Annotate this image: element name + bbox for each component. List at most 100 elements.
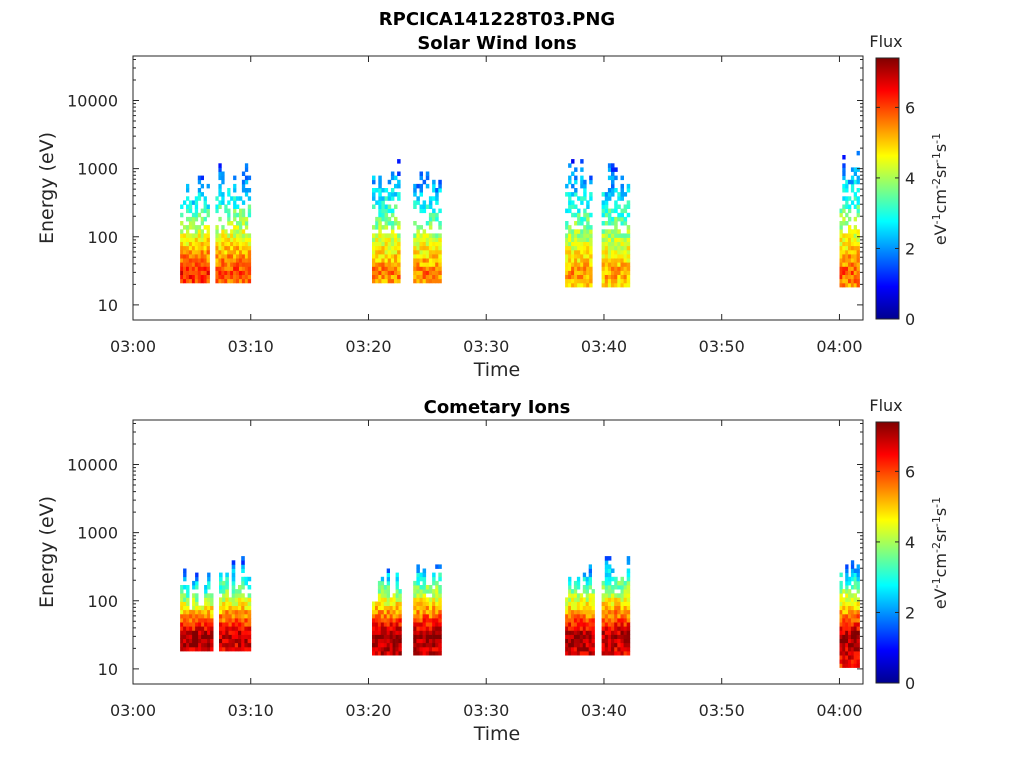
spectrogram-cell bbox=[620, 605, 624, 611]
spectrogram-cell bbox=[186, 266, 190, 271]
spectrogram-cell bbox=[573, 585, 578, 590]
spectrogram-cell bbox=[839, 593, 843, 598]
spectrogram-cell bbox=[604, 282, 609, 288]
spectrogram-cell bbox=[227, 249, 231, 255]
spectrogram-cell bbox=[221, 274, 225, 280]
spectrogram-cell bbox=[238, 585, 242, 590]
spectrogram-cell bbox=[233, 270, 237, 275]
spectrogram-cell bbox=[241, 274, 246, 280]
spectrogram-cell bbox=[848, 274, 852, 280]
panel-solar-wind-ions: Solar Wind Ions 03:00 03:10 03:20 03:30 03:4… bbox=[36, 32, 950, 381]
spectrogram-cell bbox=[626, 560, 631, 565]
spectrogram-cell bbox=[589, 233, 593, 238]
spectrogram-cell bbox=[580, 229, 584, 234]
spectrogram-cell bbox=[392, 609, 396, 615]
spectrogram-cell bbox=[425, 642, 430, 648]
spectrogram-cell bbox=[416, 196, 420, 201]
spectrogram-cell bbox=[398, 651, 402, 656]
spectrogram-cell bbox=[432, 651, 436, 656]
spectrogram-cell bbox=[389, 601, 393, 606]
spectrogram-cell bbox=[580, 196, 584, 201]
spectrogram-cell bbox=[438, 626, 442, 631]
spectrogram-cell bbox=[585, 593, 589, 598]
spectrogram-cell bbox=[582, 642, 587, 648]
spectrogram-cell bbox=[623, 221, 628, 226]
spectrogram-cell bbox=[186, 626, 190, 631]
spectrogram-cell bbox=[571, 634, 575, 639]
spectrogram-cell bbox=[194, 241, 199, 247]
spectrogram-cell bbox=[577, 229, 581, 234]
spectrogram-cell bbox=[845, 601, 849, 606]
spectrogram-cell bbox=[247, 254, 252, 259]
spectrogram-cell bbox=[614, 609, 618, 615]
spectrogram-cell bbox=[432, 212, 436, 218]
spectrogram-cell bbox=[588, 613, 592, 619]
spectrogram-cell bbox=[850, 659, 855, 664]
spectrogram-cell bbox=[186, 258, 190, 263]
spectrogram-cell bbox=[620, 241, 624, 247]
spectrogram-cell bbox=[853, 262, 857, 267]
spectrogram-cell bbox=[422, 638, 427, 644]
spectrogram-cell bbox=[180, 593, 184, 598]
spectrogram-cell bbox=[241, 564, 245, 569]
spectrogram-cell bbox=[372, 175, 376, 181]
spectrogram-cell bbox=[195, 593, 199, 598]
x-tick-label: 03:20 bbox=[345, 701, 391, 720]
spectrogram-cell bbox=[620, 601, 624, 606]
spectrogram-cell bbox=[392, 638, 396, 644]
spectrogram-cell bbox=[189, 638, 193, 644]
spectrogram-cell bbox=[617, 204, 621, 209]
spectrogram-cell bbox=[586, 204, 590, 209]
spectrogram-cell bbox=[394, 266, 398, 271]
y-tick-label: 10 bbox=[98, 296, 118, 315]
spectrogram-cell bbox=[617, 646, 621, 652]
spectrogram-cell bbox=[207, 605, 211, 611]
spectrogram-cell bbox=[842, 597, 846, 602]
spectrogram-cell bbox=[392, 613, 396, 619]
spectrogram-cell bbox=[576, 593, 581, 598]
spectrogram-cell bbox=[428, 216, 433, 222]
spectrogram-cell bbox=[607, 626, 612, 631]
spectrogram-cell bbox=[435, 274, 439, 280]
spectrogram-cell bbox=[422, 249, 427, 255]
spectrogram-cell bbox=[435, 200, 439, 205]
spectrogram-cell bbox=[601, 634, 606, 639]
spectrogram-cell bbox=[227, 216, 231, 222]
spectrogram-cell bbox=[422, 258, 427, 263]
spectrogram-cell bbox=[617, 258, 621, 263]
spectrogram-cell bbox=[571, 258, 575, 263]
spectrogram-cell bbox=[194, 274, 199, 280]
spectrogram-cell bbox=[626, 568, 631, 573]
spectrogram-cell bbox=[233, 266, 237, 271]
spectrogram-cell bbox=[377, 593, 382, 598]
spectrogram-cell bbox=[195, 572, 199, 578]
spectrogram-cell bbox=[204, 638, 208, 644]
spectrogram-cell bbox=[419, 626, 423, 631]
spectrogram-cell bbox=[186, 208, 190, 214]
spectrogram-cell bbox=[397, 225, 401, 230]
spectrogram-cell bbox=[850, 278, 855, 284]
spectrogram-cell bbox=[419, 651, 423, 656]
spectrogram-cell bbox=[386, 605, 390, 611]
spectrogram-cell bbox=[845, 564, 849, 569]
spectrogram-cell bbox=[204, 630, 208, 635]
spectrogram-cell bbox=[389, 630, 393, 635]
spectrogram-cell bbox=[601, 200, 606, 205]
spectrogram-cell bbox=[230, 229, 234, 234]
spectrogram-cell bbox=[565, 601, 569, 606]
spectrogram-cell bbox=[413, 580, 417, 586]
spectrogram-cell bbox=[375, 254, 379, 259]
spectrogram-cell bbox=[588, 622, 592, 627]
spectrogram-cell bbox=[386, 580, 390, 586]
spectrogram-cell bbox=[601, 580, 606, 586]
colorbar-label: eV-1cm-2sr-1s-1 bbox=[930, 133, 950, 245]
spectrogram-cell bbox=[384, 237, 389, 242]
spectrogram-cell bbox=[416, 593, 420, 598]
spectrogram-cell bbox=[845, 585, 849, 590]
spectrogram-cell bbox=[601, 274, 606, 280]
spectrogram-cell bbox=[568, 196, 572, 201]
spectrogram-cell bbox=[611, 646, 615, 652]
spectrogram-cell bbox=[375, 221, 379, 226]
spectrogram-cell bbox=[192, 622, 196, 627]
spectrogram-cell bbox=[571, 159, 575, 164]
